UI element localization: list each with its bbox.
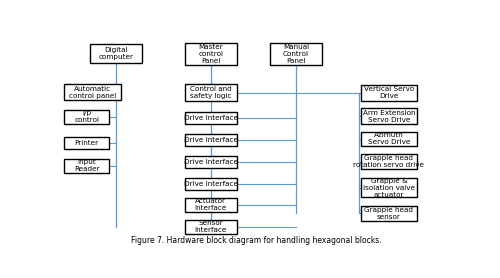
Text: Vertical Servo
Drive: Vertical Servo Drive — [364, 86, 414, 99]
Text: Printer: Printer — [74, 140, 99, 146]
FancyBboxPatch shape — [184, 112, 237, 124]
Text: Manual
Control
Panel: Manual Control Panel — [283, 44, 309, 64]
Text: Drive Interface: Drive Interface — [184, 137, 238, 143]
FancyBboxPatch shape — [184, 134, 237, 146]
FancyBboxPatch shape — [64, 84, 120, 100]
FancyBboxPatch shape — [361, 178, 417, 197]
FancyBboxPatch shape — [184, 43, 237, 65]
FancyBboxPatch shape — [361, 154, 417, 169]
Text: Sensor
Interface: Sensor Interface — [194, 220, 227, 233]
FancyBboxPatch shape — [361, 85, 417, 101]
FancyBboxPatch shape — [361, 108, 417, 124]
Text: i/p
control: i/p control — [74, 110, 99, 123]
Text: Grapple head
sensor: Grapple head sensor — [364, 207, 414, 220]
FancyBboxPatch shape — [184, 220, 237, 234]
Text: Digital
computer: Digital computer — [98, 47, 134, 60]
FancyBboxPatch shape — [184, 178, 237, 190]
FancyBboxPatch shape — [184, 198, 237, 212]
Text: Figure 7. Hardware block diagram for handling hexagonal blocks.: Figure 7. Hardware block diagram for han… — [131, 235, 382, 245]
Text: Drive Interface: Drive Interface — [184, 115, 238, 121]
FancyBboxPatch shape — [64, 136, 109, 149]
FancyBboxPatch shape — [64, 110, 109, 124]
Text: Drive Interface: Drive Interface — [184, 159, 238, 165]
Text: Grapple head
rotation servo drive: Grapple head rotation servo drive — [354, 155, 424, 168]
FancyBboxPatch shape — [90, 44, 142, 63]
Text: Arm Extension
Servo Drive: Arm Extension Servo Drive — [362, 110, 415, 123]
FancyBboxPatch shape — [64, 158, 109, 173]
Text: Grapple &
Isolation valve
actuator: Grapple & Isolation valve actuator — [363, 178, 415, 198]
Text: Actuator
Interface: Actuator Interface — [194, 198, 227, 211]
FancyBboxPatch shape — [184, 84, 237, 101]
Text: Drive Interface: Drive Interface — [184, 181, 238, 187]
FancyBboxPatch shape — [361, 206, 417, 221]
Text: Azimuth
Servo Drive: Azimuth Servo Drive — [368, 132, 410, 145]
Text: Control and
safety logic: Control and safety logic — [190, 86, 232, 99]
Text: Automatic
control panel: Automatic control panel — [69, 86, 116, 99]
Text: Input
Reader: Input Reader — [74, 159, 100, 172]
Text: Master
control
Panel: Master control Panel — [198, 44, 223, 64]
FancyBboxPatch shape — [184, 156, 237, 168]
FancyBboxPatch shape — [270, 43, 322, 65]
FancyBboxPatch shape — [361, 132, 417, 146]
